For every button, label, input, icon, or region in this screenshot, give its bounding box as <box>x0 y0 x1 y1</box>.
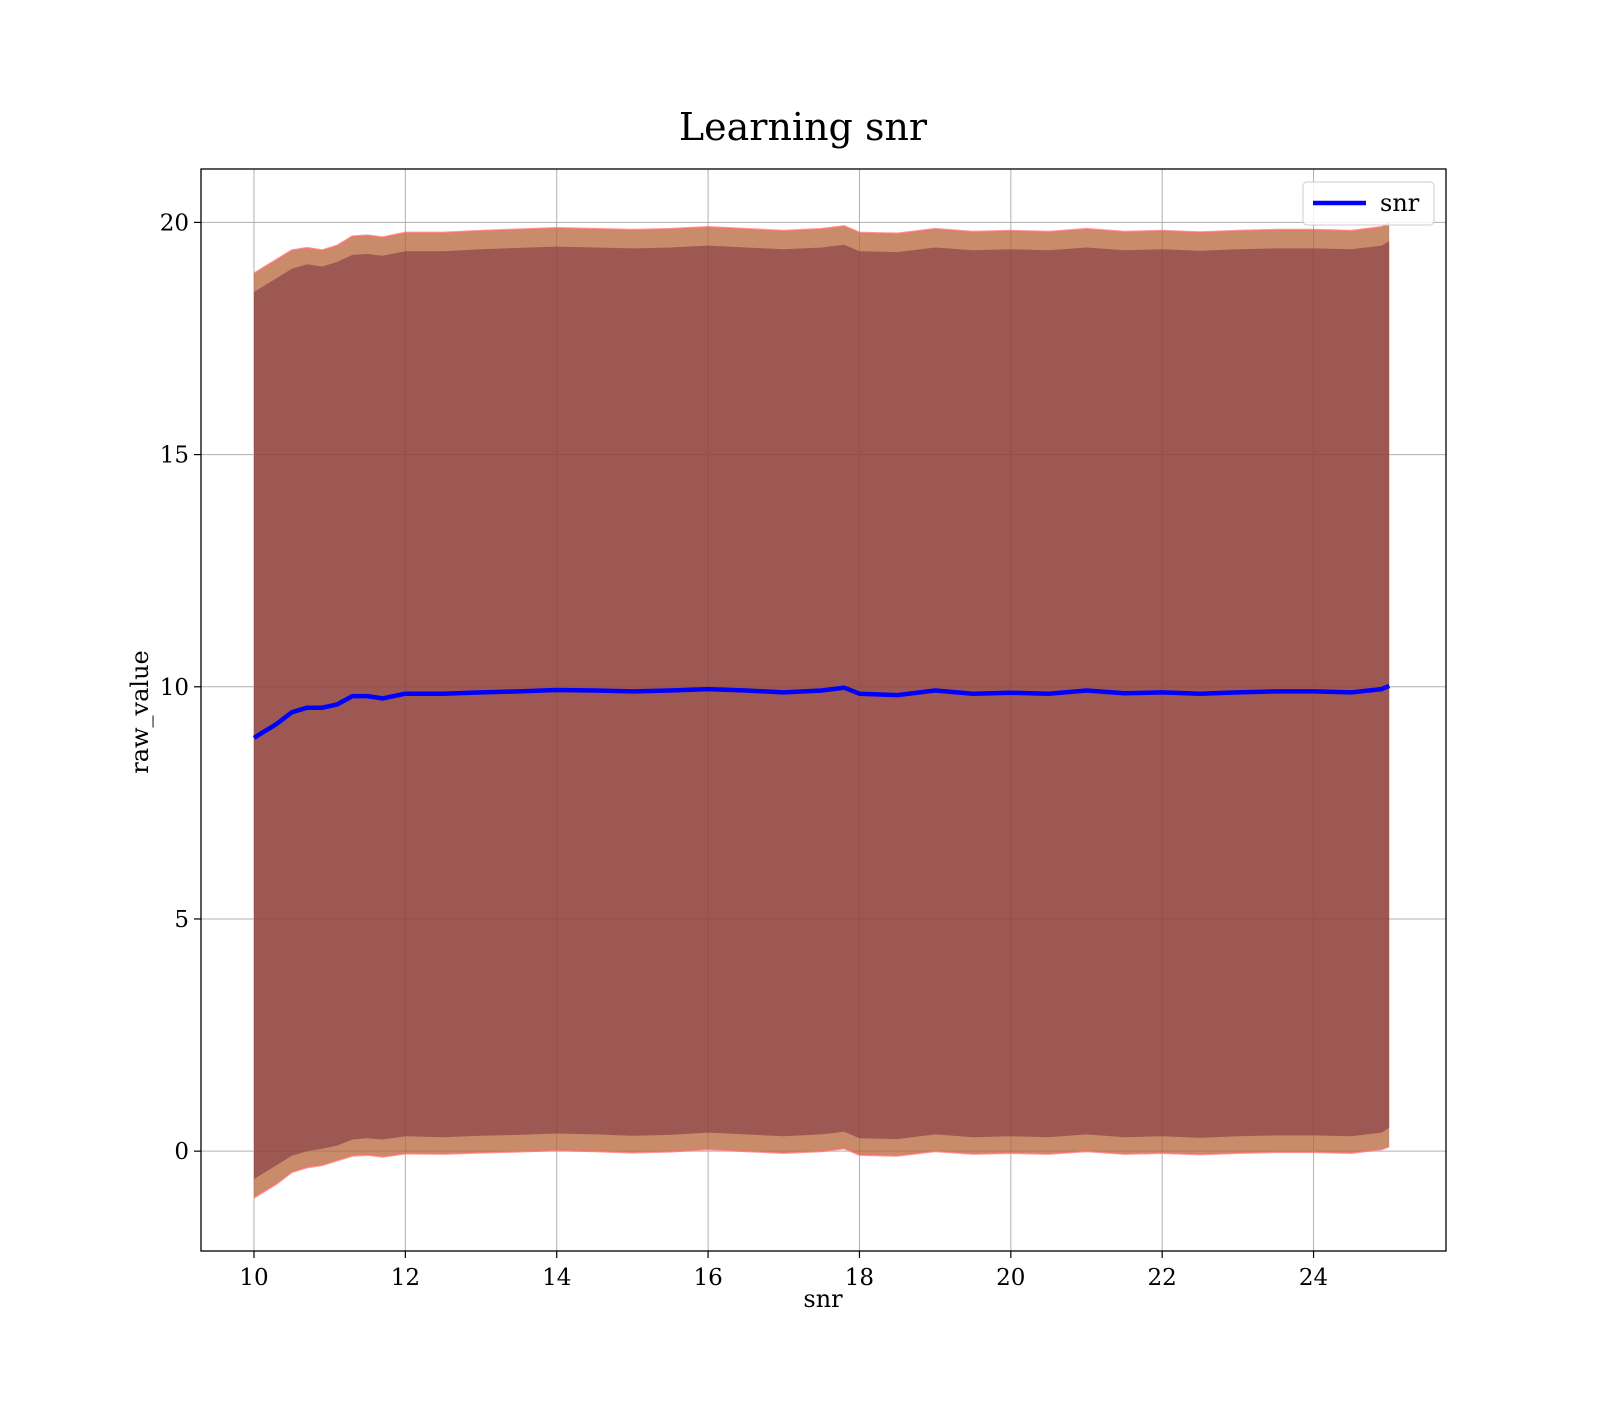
outer-band-lower-edge <box>253 1145 1390 1199</box>
x-tick-label: 18 <box>845 1265 874 1291</box>
y-tick-label: 15 <box>160 443 189 469</box>
legend-box <box>1302 181 1435 226</box>
x-tick-label: 22 <box>1148 1265 1177 1291</box>
outer-band-upper-edge <box>253 221 1390 275</box>
x-tick-label: 20 <box>996 1265 1025 1291</box>
plot-area: 10 12 14 16 18 20 22 24 0 5 10 15 20 snr <box>160 168 1447 1291</box>
x-tick-label: 24 <box>1299 1265 1328 1291</box>
x-tick-label: 10 <box>239 1265 268 1291</box>
mean-series-line <box>252 683 1391 740</box>
inner-confidence-band <box>254 241 1390 1179</box>
plot-frame <box>200 168 1447 1252</box>
x-tick-label: 16 <box>693 1265 722 1291</box>
x-tick-label: 14 <box>542 1265 571 1291</box>
y-axis-label: raw_value <box>126 650 154 774</box>
y-tick-label: 0 <box>174 1139 189 1165</box>
legend-label: snr <box>1380 189 1420 217</box>
y-tick-label: 20 <box>160 210 189 236</box>
x-axis-label: snr <box>803 1285 843 1313</box>
y-tick-label: 5 <box>174 907 189 933</box>
x-tick-label: 12 <box>391 1265 420 1291</box>
y-tick-label: 10 <box>160 675 189 701</box>
chart-title: Learning snr <box>679 105 928 149</box>
